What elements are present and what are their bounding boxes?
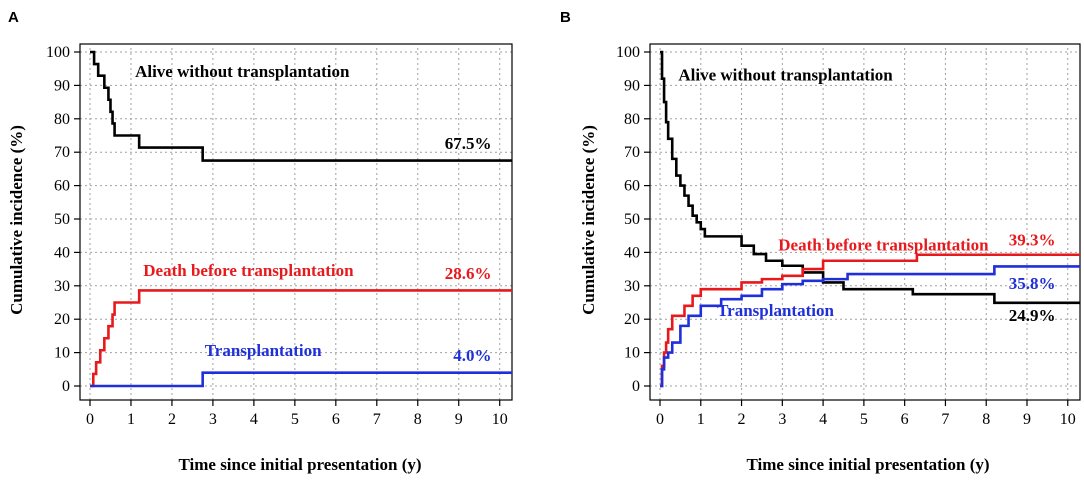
series-line-alive	[660, 50, 1080, 305]
series-label-death: Death before transplantation	[778, 236, 989, 255]
series-label-transplant: Transplantation	[205, 341, 322, 360]
x-tick-label: 8	[414, 411, 422, 428]
x-tick-label: 7	[941, 411, 949, 428]
x-tick-label: 10	[1060, 411, 1076, 428]
x-tick-label: 2	[738, 411, 746, 428]
y-tick-label: 40	[54, 244, 70, 261]
y-tick-label: 20	[624, 311, 640, 328]
y-tick-label: 80	[624, 111, 640, 128]
x-tick-label: 5	[291, 411, 299, 428]
x-tick-label: 3	[209, 411, 217, 428]
series-line-death	[90, 289, 512, 388]
series-label-transplant: Transplantation	[717, 301, 834, 320]
y-tick-label: 90	[54, 77, 70, 94]
plot-frame	[649, 43, 1081, 401]
y-tick-label: 50	[624, 211, 640, 228]
y-axis-title-a: Cumulative incidence (%)	[7, 125, 26, 315]
y-tick-label: 50	[54, 211, 70, 228]
plot-frame	[79, 43, 513, 401]
x-axis-title-b: Time since initial presentation (y)	[746, 455, 989, 474]
x-tick-label: 10	[492, 411, 508, 428]
y-tick-label: 10	[54, 345, 70, 362]
x-tick-label: 6	[332, 411, 340, 428]
y-tick-label: 90	[624, 77, 640, 94]
x-tick-label: 2	[168, 411, 176, 428]
y-tick-label: 10	[624, 345, 640, 362]
panel-letter-b: B	[560, 9, 571, 26]
end-value-label-transplant: 4.0%	[453, 346, 491, 365]
x-tick-label: 0	[656, 411, 664, 428]
series-line-transplant	[90, 371, 512, 388]
y-tick-label: 40	[624, 244, 640, 261]
series-line-transplant	[660, 265, 1080, 388]
y-tick-label: 70	[54, 144, 70, 161]
y-tick-label: 100	[46, 44, 70, 61]
end-value-label-alive: 67.5%	[445, 134, 492, 153]
y-axis-title-b: Cumulative incidence (%)	[579, 125, 598, 315]
panel-letter-a: A	[8, 9, 19, 26]
series-label-alive: Alive without transplantation	[678, 65, 893, 84]
x-tick-label: 4	[819, 411, 827, 428]
y-tick-label: 100	[616, 44, 640, 61]
x-axis-title-a: Time since initial presentation (y)	[178, 455, 421, 474]
y-tick-label: 20	[54, 311, 70, 328]
y-tick-label: 60	[54, 178, 70, 195]
x-tick-label: 4	[250, 411, 258, 428]
x-tick-label: 9	[455, 411, 463, 428]
y-tick-label: 30	[624, 278, 640, 295]
x-tick-label: 3	[778, 411, 786, 428]
end-value-label-transplant: 35.8%	[1009, 274, 1056, 293]
y-tick-label: 60	[624, 178, 640, 195]
y-tick-label: 80	[54, 111, 70, 128]
x-tick-label: 1	[697, 411, 705, 428]
x-tick-label: 7	[373, 411, 381, 428]
series-line-death	[660, 253, 1080, 388]
end-value-label-death: 39.3%	[1009, 231, 1056, 250]
series-line-alive	[90, 50, 512, 162]
y-tick-label: 30	[54, 278, 70, 295]
x-tick-label: 0	[86, 411, 94, 428]
x-tick-label: 1	[127, 411, 135, 428]
y-tick-label: 0	[62, 378, 70, 395]
y-tick-label: 0	[632, 378, 640, 395]
x-tick-label: 8	[982, 411, 990, 428]
panel-a-plot: 0 1 2 3 4 5 6 7 8 9 100102030405060708090100Alive …	[46, 43, 513, 428]
y-tick-label: 70	[624, 144, 640, 161]
end-value-label-alive: 24.9%	[1009, 306, 1056, 325]
x-tick-label: 5	[860, 411, 868, 428]
panel-b-plot: 0 1 2 3 4 5 6 7 8 9 100102030405060708090100Alive …	[616, 43, 1081, 428]
x-tick-label: 6	[901, 411, 909, 428]
end-value-label-death: 28.6%	[445, 264, 492, 283]
series-label-death: Death before transplantation	[143, 261, 354, 280]
series-label-alive: Alive without transplantation	[135, 62, 350, 81]
x-tick-label: 9	[1023, 411, 1031, 428]
